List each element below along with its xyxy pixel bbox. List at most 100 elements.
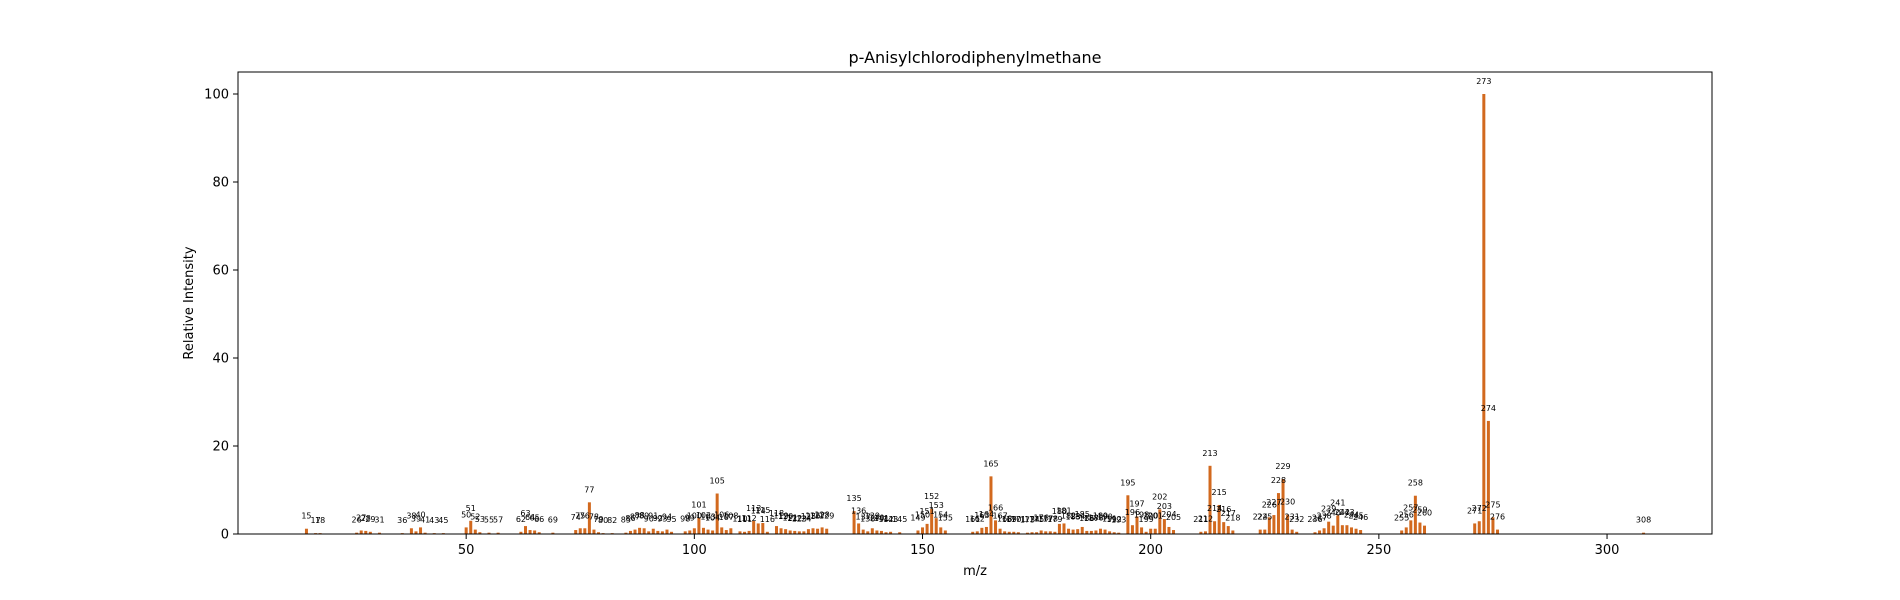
bar-mz-225 bbox=[1263, 529, 1267, 534]
x-tick-label: 100 bbox=[682, 543, 707, 558]
bar-mz-205 bbox=[1172, 530, 1176, 534]
peak-label-232: 232 bbox=[1289, 515, 1304, 524]
bar-mz-213 bbox=[1208, 465, 1212, 534]
bar-mz-259 bbox=[1418, 522, 1422, 534]
bar-mz-86 bbox=[628, 530, 632, 534]
bar-mz-124 bbox=[802, 531, 806, 534]
bar-mz-114 bbox=[756, 523, 760, 534]
peak-label-122: 122 bbox=[787, 514, 802, 523]
peak-label-205: 205 bbox=[1166, 513, 1181, 522]
bar-mz-140 bbox=[875, 530, 879, 534]
bar-mz-183 bbox=[1071, 529, 1075, 534]
peak-label-99: 99 bbox=[685, 513, 695, 522]
bar-mz-195 bbox=[1126, 495, 1130, 534]
bar-mz-63 bbox=[524, 526, 527, 534]
bar-mz-231 bbox=[1290, 529, 1294, 534]
peak-label-121: 121 bbox=[783, 513, 798, 522]
bar-mz-230 bbox=[1286, 514, 1290, 534]
bar-mz-75 bbox=[578, 528, 582, 534]
bar-mz-141 bbox=[879, 530, 883, 534]
bar-mz-216 bbox=[1222, 522, 1226, 534]
bar-mz-38 bbox=[409, 528, 413, 534]
peak-label-136: 136 bbox=[851, 506, 866, 515]
bar-mz-193 bbox=[1117, 532, 1121, 534]
peak-label-240: 240 bbox=[1326, 509, 1341, 518]
peak-label-103: 103 bbox=[700, 513, 715, 522]
y-tick-label: 0 bbox=[221, 528, 229, 543]
bar-mz-62 bbox=[519, 531, 523, 534]
peak-label-94: 94 bbox=[662, 513, 672, 522]
peak-label-43: 43 bbox=[429, 516, 439, 525]
bar-mz-214 bbox=[1213, 521, 1217, 534]
bar-mz-137 bbox=[861, 529, 865, 534]
peak-label-143: 143 bbox=[883, 515, 898, 524]
bar-mz-127 bbox=[816, 528, 820, 534]
peak-label-111: 111 bbox=[737, 515, 752, 524]
peak-label-100: 100 bbox=[687, 511, 702, 520]
bar-mz-224 bbox=[1258, 529, 1262, 534]
bar-mz-166 bbox=[994, 520, 998, 534]
peak-label-193: 193 bbox=[1111, 516, 1126, 525]
peak-label-151: 151 bbox=[919, 507, 934, 516]
bar-mz-274 bbox=[1486, 420, 1490, 534]
bar-mz-136 bbox=[857, 523, 861, 534]
bar-mz-276 bbox=[1496, 529, 1500, 534]
peak-label-179: 179 bbox=[1047, 515, 1062, 524]
bar-mz-227 bbox=[1272, 515, 1276, 534]
peak-label-211: 211 bbox=[1193, 515, 1208, 524]
peak-label-86: 86 bbox=[625, 514, 635, 523]
bar-mz-108 bbox=[729, 528, 733, 534]
bar-mz-143 bbox=[889, 531, 893, 534]
peak-label-169: 169 bbox=[1002, 515, 1017, 524]
bar-mz-200 bbox=[1149, 528, 1153, 534]
bar-mz-110 bbox=[738, 531, 742, 534]
bar-mz-258 bbox=[1413, 495, 1417, 534]
peak-label-197: 197 bbox=[1129, 499, 1144, 508]
bar-mz-135 bbox=[852, 511, 856, 534]
bar-mz-272 bbox=[1477, 521, 1481, 534]
y-axis: 0 20 40 60 80 100 bbox=[204, 88, 238, 543]
peak-label-170: 170 bbox=[1006, 515, 1021, 524]
peak-label-260: 260 bbox=[1417, 509, 1432, 518]
peak-label-216: 216 bbox=[1216, 505, 1231, 514]
peak-label-181: 181 bbox=[1056, 506, 1071, 515]
bar-mz-202 bbox=[1158, 509, 1162, 534]
bar-mz-139 bbox=[870, 528, 874, 534]
peak-label-165: 165 bbox=[983, 459, 998, 468]
peak-label-243: 243 bbox=[1339, 508, 1354, 517]
bar-mz-178 bbox=[1048, 531, 1052, 534]
bar-mz-275 bbox=[1491, 517, 1495, 534]
bar-mz-242 bbox=[1340, 525, 1344, 534]
bar-mz-64 bbox=[528, 530, 532, 534]
bar-mz-232 bbox=[1295, 531, 1299, 534]
bar-mz-123 bbox=[797, 531, 801, 534]
peak-label-119: 119 bbox=[773, 511, 788, 520]
peak-label-189: 189 bbox=[1093, 512, 1108, 521]
peak-label-238: 238 bbox=[1316, 511, 1331, 520]
bar-mz-244 bbox=[1349, 527, 1353, 534]
peak-label-167: 167 bbox=[992, 512, 1007, 521]
bar-mz-55 bbox=[487, 532, 491, 534]
peak-label-271: 271 bbox=[1467, 506, 1482, 515]
bar-mz-102 bbox=[701, 527, 705, 534]
bar-mz-188 bbox=[1094, 530, 1098, 534]
bar-mz-192 bbox=[1112, 532, 1116, 534]
peak-label-226: 226 bbox=[1262, 500, 1277, 509]
bar-mz-116 bbox=[765, 531, 769, 534]
peak-label-215: 215 bbox=[1212, 488, 1227, 497]
peak-label-173: 173 bbox=[1020, 516, 1035, 525]
bar-mz-238 bbox=[1322, 528, 1326, 534]
peak-label-155: 155 bbox=[938, 513, 953, 522]
bar-mz-100 bbox=[692, 528, 696, 534]
bar-mz-79 bbox=[597, 532, 601, 534]
bar-mz-50 bbox=[464, 527, 468, 534]
bars-layer bbox=[304, 94, 1646, 534]
bar-mz-179 bbox=[1053, 531, 1057, 534]
peak-label-241: 241 bbox=[1330, 499, 1345, 508]
bar-mz-142 bbox=[884, 532, 888, 534]
bar-mz-76 bbox=[583, 528, 587, 534]
peak-label-196: 196 bbox=[1125, 508, 1140, 517]
bar-mz-94 bbox=[665, 529, 669, 534]
bar-mz-173 bbox=[1025, 532, 1029, 534]
bar-mz-186 bbox=[1085, 530, 1089, 534]
